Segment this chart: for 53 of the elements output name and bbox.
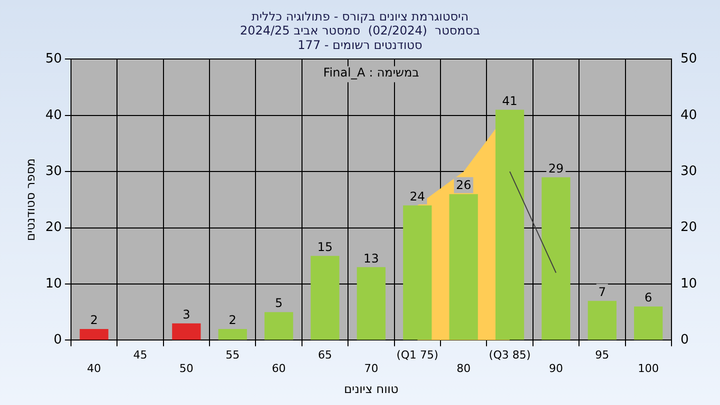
bar <box>449 194 478 340</box>
y2-tick-label: 50 <box>680 52 698 67</box>
x-tick-label: 90 <box>548 362 563 375</box>
y2-tick-label: 40 <box>680 108 698 123</box>
data-label: 2 <box>228 313 236 328</box>
y-tick-label: 0 <box>54 332 62 348</box>
bar <box>542 177 570 340</box>
x-tick-label: 55 <box>226 348 240 362</box>
y-tick-label: 30 <box>45 164 62 179</box>
x-tick-label: 60 <box>272 362 286 375</box>
bar <box>80 328 108 340</box>
bar <box>172 323 201 340</box>
data-label: 41 <box>502 94 518 108</box>
data-label: 3 <box>182 307 190 322</box>
chart-title: היסטוגרמת ציונים בקורס - פתולוגיה כללית בסמסטר (02/2024) סמסטר אביב 2024/25 סטודנטים רשומים - 177 <box>240 9 480 52</box>
bar <box>403 205 432 340</box>
data-label: 7 <box>598 284 606 299</box>
bar <box>310 256 340 340</box>
x-tick-label: 95 <box>595 348 610 362</box>
x-tick-label: 45 <box>133 348 148 362</box>
bar <box>495 110 524 340</box>
bar <box>264 312 294 340</box>
x-tick-label: 70 <box>364 362 378 375</box>
x-tick-label: 50 <box>179 362 194 375</box>
y2-tick-label: 10 <box>680 276 698 292</box>
data-label: 6 <box>644 290 652 305</box>
data-label: 24 <box>410 189 426 204</box>
x-tick-label: 40 <box>87 362 102 375</box>
x-tick-label: (Q1 75) <box>396 348 438 362</box>
x-axis-title: טווח ציונים <box>344 382 399 396</box>
bar <box>356 267 386 340</box>
data-label: 26 <box>456 178 472 192</box>
x-tick-label: 65 <box>318 348 332 362</box>
y-tick-label: 20 <box>45 220 62 236</box>
data-label: 2 <box>90 313 98 328</box>
x-tick-label: (Q3 85) <box>488 348 531 362</box>
data-label: 29 <box>548 161 564 176</box>
data-label: 13 <box>364 251 379 266</box>
y-tick-label: 10 <box>45 276 62 292</box>
bar <box>218 328 247 340</box>
x-tick-label: 80 <box>456 362 471 375</box>
y-tick-label: 50 <box>45 52 62 67</box>
bar <box>588 300 616 340</box>
y2-tick-label: 30 <box>680 164 698 179</box>
annotation: במשימה : Final_A <box>323 65 420 80</box>
y2-tick-label: 0 <box>680 332 689 348</box>
data-label: 5 <box>274 296 283 310</box>
x-tick-label: 100 <box>638 362 659 375</box>
y-tick-label: 40 <box>45 108 62 123</box>
y-axis-title: מספר סטודנטים <box>23 158 38 242</box>
y2-tick-label: 20 <box>680 220 698 236</box>
data-label: 15 <box>317 240 333 254</box>
bar <box>634 306 663 340</box>
